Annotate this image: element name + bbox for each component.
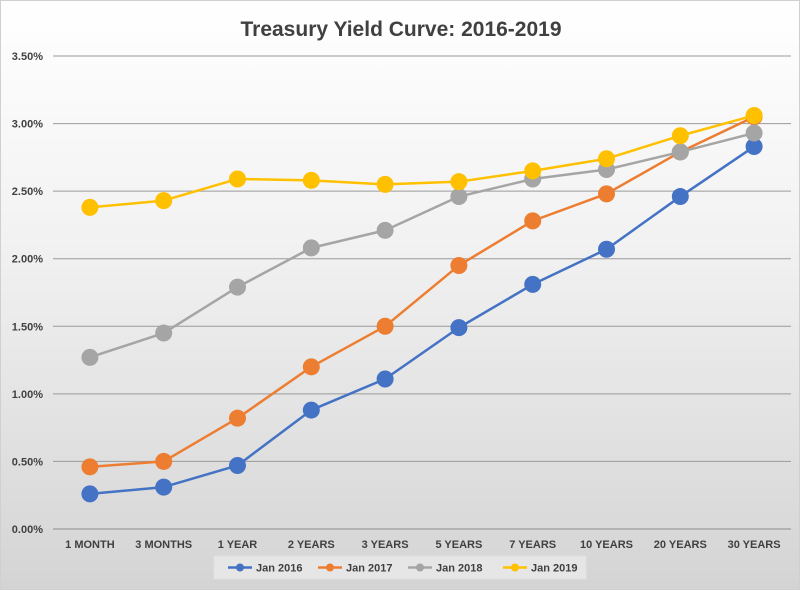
data-point xyxy=(376,175,394,193)
x-tick-label: 1 YEAR xyxy=(218,539,258,551)
data-point xyxy=(671,143,689,161)
series-jan-2019 xyxy=(81,106,763,216)
series-line xyxy=(89,114,755,209)
x-tick-label: 2 YEARS xyxy=(288,539,335,551)
x-tick-label: 1 MONTH xyxy=(65,539,115,551)
series-lines xyxy=(81,106,763,503)
chart-title: Treasury Yield Curve: 2016-2019 xyxy=(240,18,561,41)
data-point xyxy=(671,188,689,206)
x-tick-label: 7 YEARS xyxy=(509,539,556,551)
data-point xyxy=(81,485,99,503)
data-point xyxy=(81,348,99,366)
y-tick-label: 3.00% xyxy=(12,119,43,131)
data-point xyxy=(745,138,763,156)
series-line xyxy=(89,145,755,496)
data-point xyxy=(598,150,615,168)
series-jan-2017 xyxy=(81,108,763,476)
series-jan-2018 xyxy=(81,124,763,366)
y-tick-label: 0.00% xyxy=(12,524,43,536)
data-point xyxy=(450,256,468,274)
data-point xyxy=(376,370,394,388)
data-point xyxy=(229,170,246,188)
data-point xyxy=(745,106,763,124)
legend-label: Jan 2018 xyxy=(436,563,482,575)
y-tick-label: 1.50% xyxy=(12,321,43,333)
data-point xyxy=(450,173,468,191)
data-point xyxy=(376,317,394,335)
data-point xyxy=(229,409,246,427)
legend-marker xyxy=(511,563,519,572)
legend-label: Jan 2017 xyxy=(346,563,392,575)
data-point xyxy=(155,478,173,496)
data-point xyxy=(81,458,99,476)
data-point xyxy=(524,275,542,293)
legend-marker xyxy=(326,563,334,572)
series-line xyxy=(89,115,755,469)
data-point xyxy=(598,240,615,258)
series-jan-2016 xyxy=(81,138,763,503)
data-point xyxy=(524,162,542,180)
data-point xyxy=(155,192,173,210)
data-point xyxy=(450,188,468,206)
y-tick-label: 3.50% xyxy=(12,51,43,63)
data-point xyxy=(302,358,320,376)
y-tick-label: 2.50% xyxy=(12,186,43,198)
series-line xyxy=(89,131,755,359)
legend-marker xyxy=(416,563,424,572)
data-point xyxy=(81,198,99,216)
legend: Jan 2016 Jan 2017 Jan 2018 Jan 2019 xyxy=(213,555,587,580)
x-tick-label: 10 YEARS xyxy=(580,539,633,551)
legend-item: Jan 2019 xyxy=(503,563,577,575)
data-point xyxy=(302,401,320,419)
data-point xyxy=(229,456,246,474)
data-point xyxy=(155,324,173,342)
x-tick-label: 3 MONTHS xyxy=(135,539,192,551)
legend-item: Jan 2017 xyxy=(318,563,392,575)
data-point xyxy=(524,212,542,230)
legend-label: Jan 2016 xyxy=(256,563,302,575)
y-tick-label: 1.00% xyxy=(12,389,43,401)
data-point xyxy=(450,319,468,337)
legend-box xyxy=(213,555,587,580)
y-axis-ticks: 0.00% 0.50% 1.00% 1.50% 2.00% 2.50% 3.00% 3.50% xyxy=(12,51,43,536)
x-tick-label: 30 YEARS xyxy=(728,539,781,551)
data-point xyxy=(376,221,394,239)
y-tick-label: 2.00% xyxy=(12,254,43,266)
data-point xyxy=(598,185,615,203)
y-tick-label: 0.50% xyxy=(12,456,43,468)
x-axis-ticks: 1 MONTH 3 MONTHS 1 YEAR 2 YEARS 3 YEARS 5 YEA… xyxy=(65,539,780,551)
data-point xyxy=(155,452,173,470)
x-tick-label: 5 YEARS xyxy=(435,539,482,551)
data-point xyxy=(229,278,246,296)
legend-marker xyxy=(236,563,244,572)
data-point xyxy=(671,127,689,145)
legend-item: Jan 2016 xyxy=(228,563,302,575)
legend-label: Jan 2019 xyxy=(531,563,577,575)
data-point xyxy=(302,171,320,189)
legend-item: Jan 2018 xyxy=(408,563,482,575)
data-point xyxy=(745,124,763,142)
x-tick-label: 20 YEARS xyxy=(654,539,707,551)
x-tick-label: 3 YEARS xyxy=(362,539,409,551)
data-point xyxy=(302,239,320,257)
